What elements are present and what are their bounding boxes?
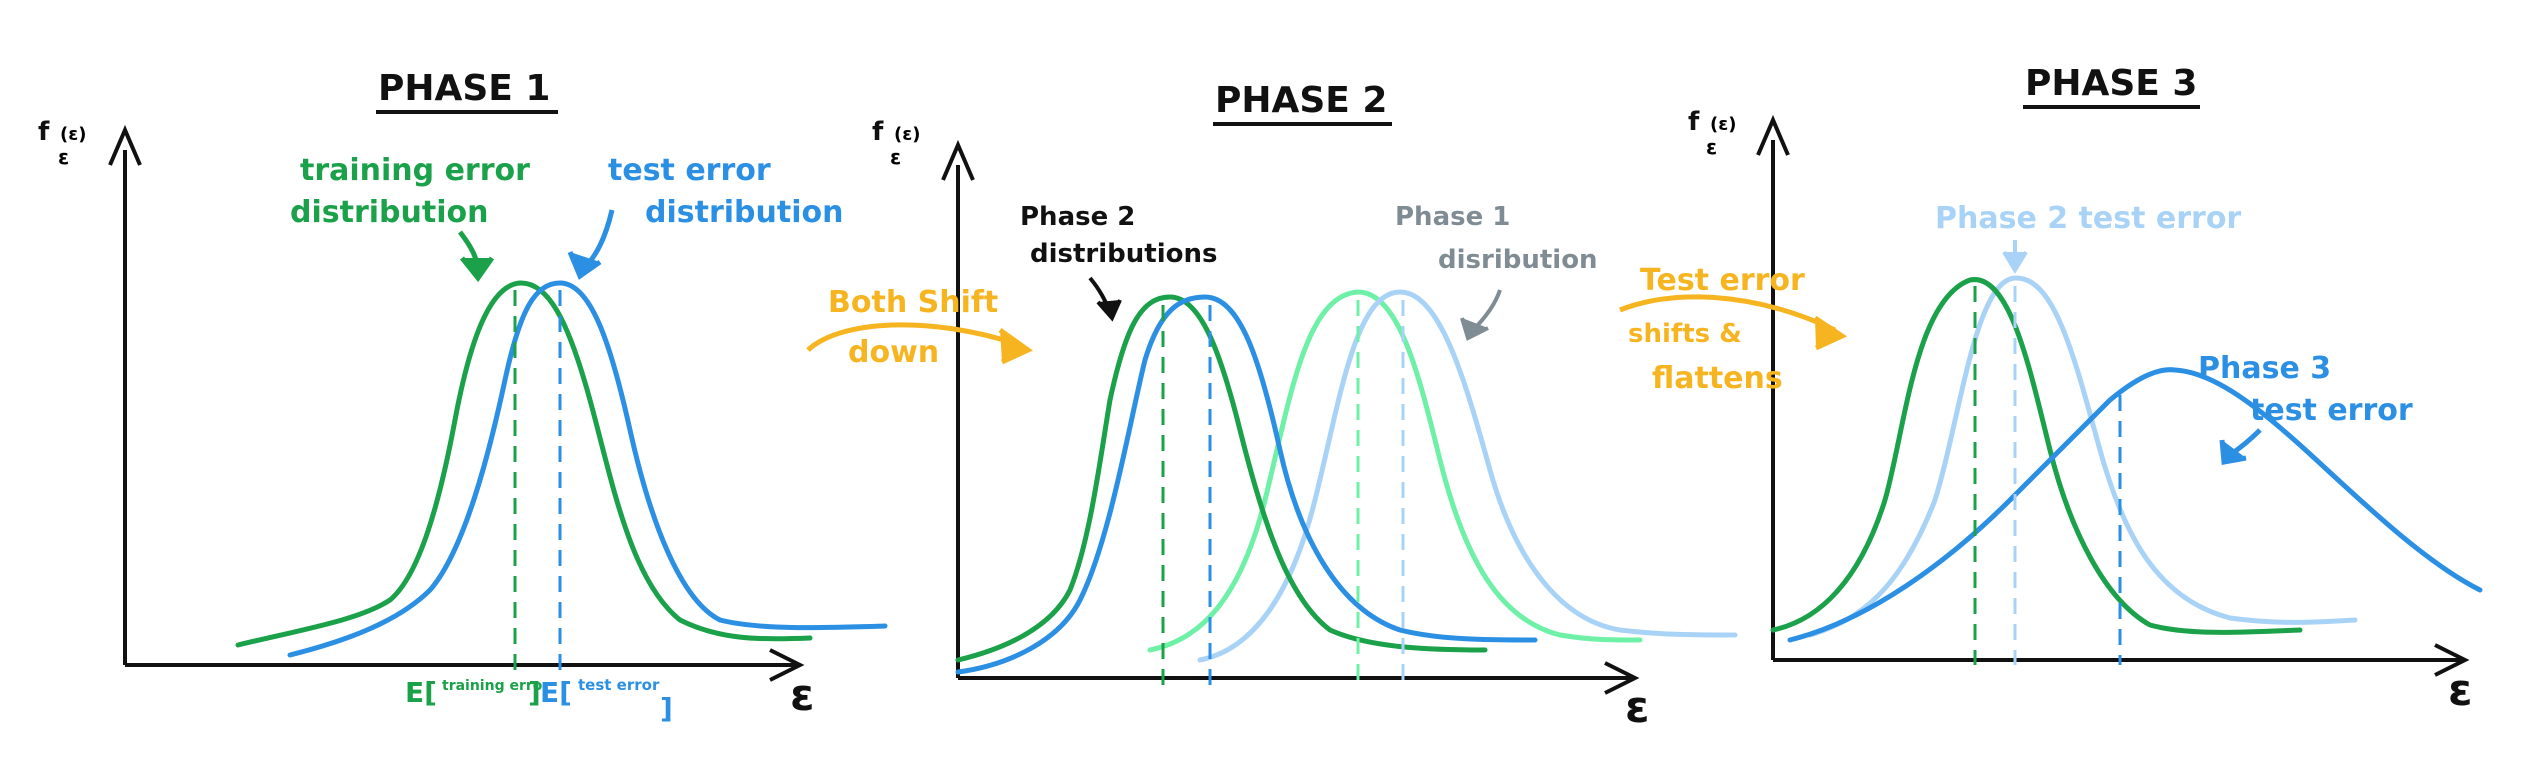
panel-1-y-axis-arrowhead <box>108 124 142 166</box>
panel-3-shift-annotation: Test error shifts & flattens <box>1628 263 1805 396</box>
panel-1-title: PHASE 1 <box>378 68 550 109</box>
panel-2-x-axis-label: ε <box>1625 682 1650 733</box>
svg-text:shifts &: shifts & <box>1628 319 1742 349</box>
svg-text:training error: training error <box>300 153 530 188</box>
panel-1-tick-expected-training: E[ training error ] <box>405 676 549 709</box>
panel-2-phase-2-annotation: Phase 2 distributions <box>1020 202 1217 269</box>
panel-3-phase-2-test-curve <box>1807 275 2358 638</box>
svg-text:distribution: distribution <box>645 195 843 230</box>
svg-text:disribution: disribution <box>1438 245 1598 275</box>
svg-text:ε: ε <box>1706 135 1717 159</box>
svg-text:]: ] <box>660 692 673 725</box>
panel-1-test-annotation: test error distribution <box>608 153 843 230</box>
svg-text:]: ] <box>528 676 541 709</box>
panel-1-training-arrowhead <box>460 256 495 283</box>
panel-2-both-shift-annotation: Both Shift down <box>828 285 998 370</box>
svg-text:(ε): (ε) <box>60 124 86 145</box>
panel-3-training-error-curve <box>1770 277 2303 635</box>
svg-text:test error: test error <box>608 153 771 188</box>
panel-3-title: PHASE 3 <box>2025 63 2197 104</box>
svg-text:Phase 3: Phase 3 <box>2198 351 2331 386</box>
svg-text:flattens: flattens <box>1652 361 1783 396</box>
panel-1-x-axis-label: ε <box>790 670 815 721</box>
panel-1-x-axis-arrowhead <box>769 648 805 682</box>
svg-text:E[: E[ <box>405 676 437 709</box>
svg-text:f: f <box>38 117 50 147</box>
panel-2-both-shift-arrowhead <box>998 327 1033 365</box>
panel-3-x-axis-arrowhead <box>2434 643 2470 677</box>
svg-text:(ε): (ε) <box>894 124 920 145</box>
svg-text:ε: ε <box>58 145 69 169</box>
panel-phase-3: PHASE 3 f ε (ε) ε Test error shifts & fl… <box>1619 63 2483 716</box>
panel-3-phase-3-annotation: Phase 3 test error <box>2198 351 2413 428</box>
panel-2-phase-1-training-curve <box>1147 289 1643 653</box>
panel-2-y-axis-arrowhead <box>941 139 975 181</box>
svg-text:Both Shift: Both Shift <box>828 285 998 320</box>
svg-text:Phase 2: Phase 2 <box>1020 202 1135 232</box>
panel-1-tick-expected-test: E[ test error ] <box>540 676 673 725</box>
panel-1-test-error-curve <box>287 280 888 658</box>
svg-text:training error: training error <box>442 678 549 694</box>
panel-2-y-axis-label: f ε (ε) <box>872 117 920 169</box>
panel-2-phase-1-test-curve <box>1197 289 1738 663</box>
panel-3-shift-arrow <box>1619 294 1837 333</box>
panel-1-training-annotation: training error distribution <box>290 153 530 230</box>
svg-text:distribution: distribution <box>290 195 488 230</box>
svg-text:test error: test error <box>578 676 660 694</box>
panel-3-phase-2-test-annotation: Phase 2 test error <box>1935 201 2241 236</box>
panel-3-y-axis-arrowhead <box>1756 114 1790 156</box>
svg-text:distributions: distributions <box>1030 239 1217 269</box>
panel-3-x-axis-label: ε <box>2448 665 2473 716</box>
panel-2-x-axis-arrowhead <box>1604 661 1640 695</box>
panel-1-test-arrowhead <box>567 251 602 280</box>
panel-2-phase-1-annotation: Phase 1 disribution <box>1395 202 1598 275</box>
svg-text:ε: ε <box>890 145 901 169</box>
panel-2-phase-2-arrowhead <box>1096 299 1122 322</box>
panel-2-title: PHASE 2 <box>1215 80 1387 121</box>
svg-text:Phase 1: Phase 1 <box>1395 202 1510 232</box>
svg-text:Test error: Test error <box>1640 263 1805 298</box>
svg-text:test error: test error <box>2250 393 2413 428</box>
panel-3-y-axis-label: f ε (ε) <box>1688 107 1736 159</box>
panel-3-shift-arrowhead <box>1813 315 1848 351</box>
panel-1-y-axis-label: f ε (ε) <box>38 117 86 169</box>
panel-3-phase-3-test-curve <box>1787 367 2483 643</box>
panel-2-phase-1-arrowhead <box>1460 317 1489 341</box>
svg-text:f: f <box>872 117 884 147</box>
panel-2-phase-2-test-curve <box>955 294 1538 675</box>
panel-2-both-shift-arrow <box>806 322 1021 352</box>
panel-3-phase-2-test-arrowhead <box>2002 250 2028 274</box>
panel-phase-2: PHASE 2 f ε (ε) ε Both Shift down Phase … <box>806 80 1738 733</box>
svg-text:down: down <box>848 335 939 370</box>
panel-phase-1: PHASE 1 f ε (ε) ε training error distrib… <box>38 68 888 725</box>
svg-text:(ε): (ε) <box>1710 114 1736 135</box>
panel-2-phase-2-training-curve <box>955 294 1488 663</box>
panel-3-phase-3-arrowhead <box>2219 439 2247 465</box>
svg-text:E[: E[ <box>540 676 572 709</box>
panel-1-training-error-curve <box>235 280 813 648</box>
svg-text:f: f <box>1688 107 1700 137</box>
